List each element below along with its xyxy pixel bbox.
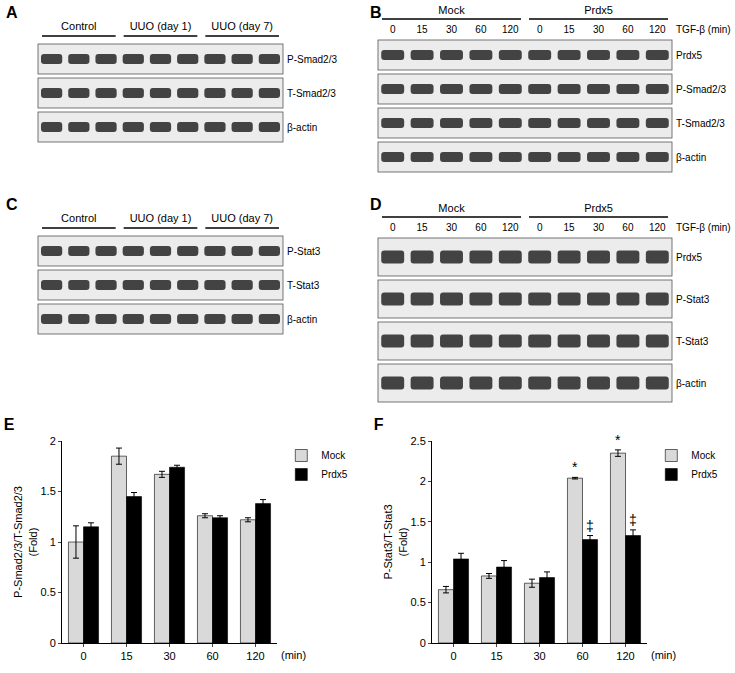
svg-text:Control: Control <box>61 212 96 224</box>
svg-text:Prdx5: Prdx5 <box>676 252 703 263</box>
svg-text:2: 2 <box>420 475 426 487</box>
svg-text:P-Stat3: P-Stat3 <box>287 246 321 257</box>
svg-text:T-Smad2/3: T-Smad2/3 <box>287 88 336 99</box>
svg-text:0: 0 <box>80 650 86 662</box>
svg-text:0: 0 <box>450 650 456 662</box>
svg-text:15: 15 <box>490 650 502 662</box>
svg-text:30: 30 <box>163 650 175 662</box>
svg-text:Prdx5: Prdx5 <box>321 469 348 480</box>
svg-text:60: 60 <box>622 24 634 35</box>
svg-text:T-Smad2/3: T-Smad2/3 <box>676 118 725 129</box>
svg-text:15: 15 <box>417 222 429 233</box>
svg-text:C: C <box>6 196 18 213</box>
svg-text:β-actin: β-actin <box>287 122 317 133</box>
svg-text:UUO (day 7): UUO (day 7) <box>211 212 273 224</box>
svg-text:30: 30 <box>593 24 605 35</box>
svg-text:0: 0 <box>390 24 396 35</box>
svg-text:1: 1 <box>50 536 56 548</box>
svg-text:T-Stat3: T-Stat3 <box>287 280 320 291</box>
svg-text:1.5: 1.5 <box>41 485 56 497</box>
svg-text:0.5: 0.5 <box>411 596 426 608</box>
svg-text:0: 0 <box>420 637 426 649</box>
svg-text:120: 120 <box>649 24 666 35</box>
svg-text:Prdx5: Prdx5 <box>691 469 718 480</box>
svg-text:P-Smad2/3/T-Smad2/3(Fold): P-Smad2/3/T-Smad2/3(Fold) <box>12 486 38 598</box>
svg-text:Mock: Mock <box>438 202 465 214</box>
svg-text:120: 120 <box>502 222 519 233</box>
svg-text:β-actin: β-actin <box>287 314 317 325</box>
svg-text:60: 60 <box>475 24 487 35</box>
svg-text:D: D <box>370 196 382 213</box>
svg-text:UUO (day 7): UUO (day 7) <box>211 20 273 32</box>
svg-text:30: 30 <box>446 24 458 35</box>
svg-text:30: 30 <box>533 650 545 662</box>
svg-text:UUO (day 1): UUO (day 1) <box>130 20 192 32</box>
svg-text:Prdx5: Prdx5 <box>584 202 613 214</box>
svg-text:0: 0 <box>390 222 396 233</box>
svg-text:60: 60 <box>622 222 634 233</box>
svg-text:P-Smad2/3: P-Smad2/3 <box>287 54 337 65</box>
svg-text:Mock: Mock <box>438 4 465 16</box>
svg-text:TGF-β (min): TGF-β (min) <box>676 24 731 35</box>
svg-text:0.5: 0.5 <box>41 586 56 598</box>
svg-text:30: 30 <box>593 222 605 233</box>
svg-text:β-actin: β-actin <box>676 152 706 163</box>
svg-text:15: 15 <box>417 24 429 35</box>
svg-text:P-Stat3: P-Stat3 <box>676 294 710 305</box>
svg-text:0: 0 <box>537 222 543 233</box>
svg-text:E: E <box>4 416 15 433</box>
svg-text:15: 15 <box>564 24 576 35</box>
svg-text:(min): (min) <box>651 649 676 661</box>
svg-text:15: 15 <box>564 222 576 233</box>
svg-text:1.5: 1.5 <box>411 516 426 528</box>
svg-text:(min): (min) <box>281 649 306 661</box>
svg-text:Mock: Mock <box>321 450 346 461</box>
svg-text:60: 60 <box>475 222 487 233</box>
svg-text:0: 0 <box>50 637 56 649</box>
svg-text:UUO (day 1): UUO (day 1) <box>130 212 192 224</box>
svg-text:B: B <box>370 4 382 21</box>
svg-text:A: A <box>6 4 18 21</box>
svg-text:TGF-β (min): TGF-β (min) <box>676 222 731 233</box>
svg-text:2.5: 2.5 <box>411 435 426 447</box>
svg-text:*: * <box>615 432 621 448</box>
svg-text:T-Stat3: T-Stat3 <box>676 336 709 347</box>
svg-text:60: 60 <box>576 650 588 662</box>
svg-text:120: 120 <box>246 650 264 662</box>
svg-text:P-Stat3/T-Stat3(Fold): P-Stat3/T-Stat3(Fold) <box>382 504 408 579</box>
svg-text:60: 60 <box>206 650 218 662</box>
svg-text:‡: ‡ <box>629 512 637 528</box>
svg-text:120: 120 <box>616 650 634 662</box>
svg-text:*: * <box>572 459 578 475</box>
svg-text:15: 15 <box>120 650 132 662</box>
svg-text:30: 30 <box>446 222 458 233</box>
svg-text:Control: Control <box>61 20 96 32</box>
svg-text:2: 2 <box>50 435 56 447</box>
svg-text:120: 120 <box>502 24 519 35</box>
svg-text:Prdx5: Prdx5 <box>584 4 613 16</box>
svg-text:P-Smad2/3: P-Smad2/3 <box>676 84 726 95</box>
svg-text:Prdx5: Prdx5 <box>676 50 703 61</box>
svg-text:F: F <box>374 416 384 433</box>
svg-text:0: 0 <box>537 24 543 35</box>
svg-text:‡: ‡ <box>586 518 594 534</box>
svg-text:1: 1 <box>420 556 426 568</box>
svg-text:120: 120 <box>649 222 666 233</box>
svg-text:β-actin: β-actin <box>676 378 706 389</box>
svg-text:Mock: Mock <box>691 450 716 461</box>
